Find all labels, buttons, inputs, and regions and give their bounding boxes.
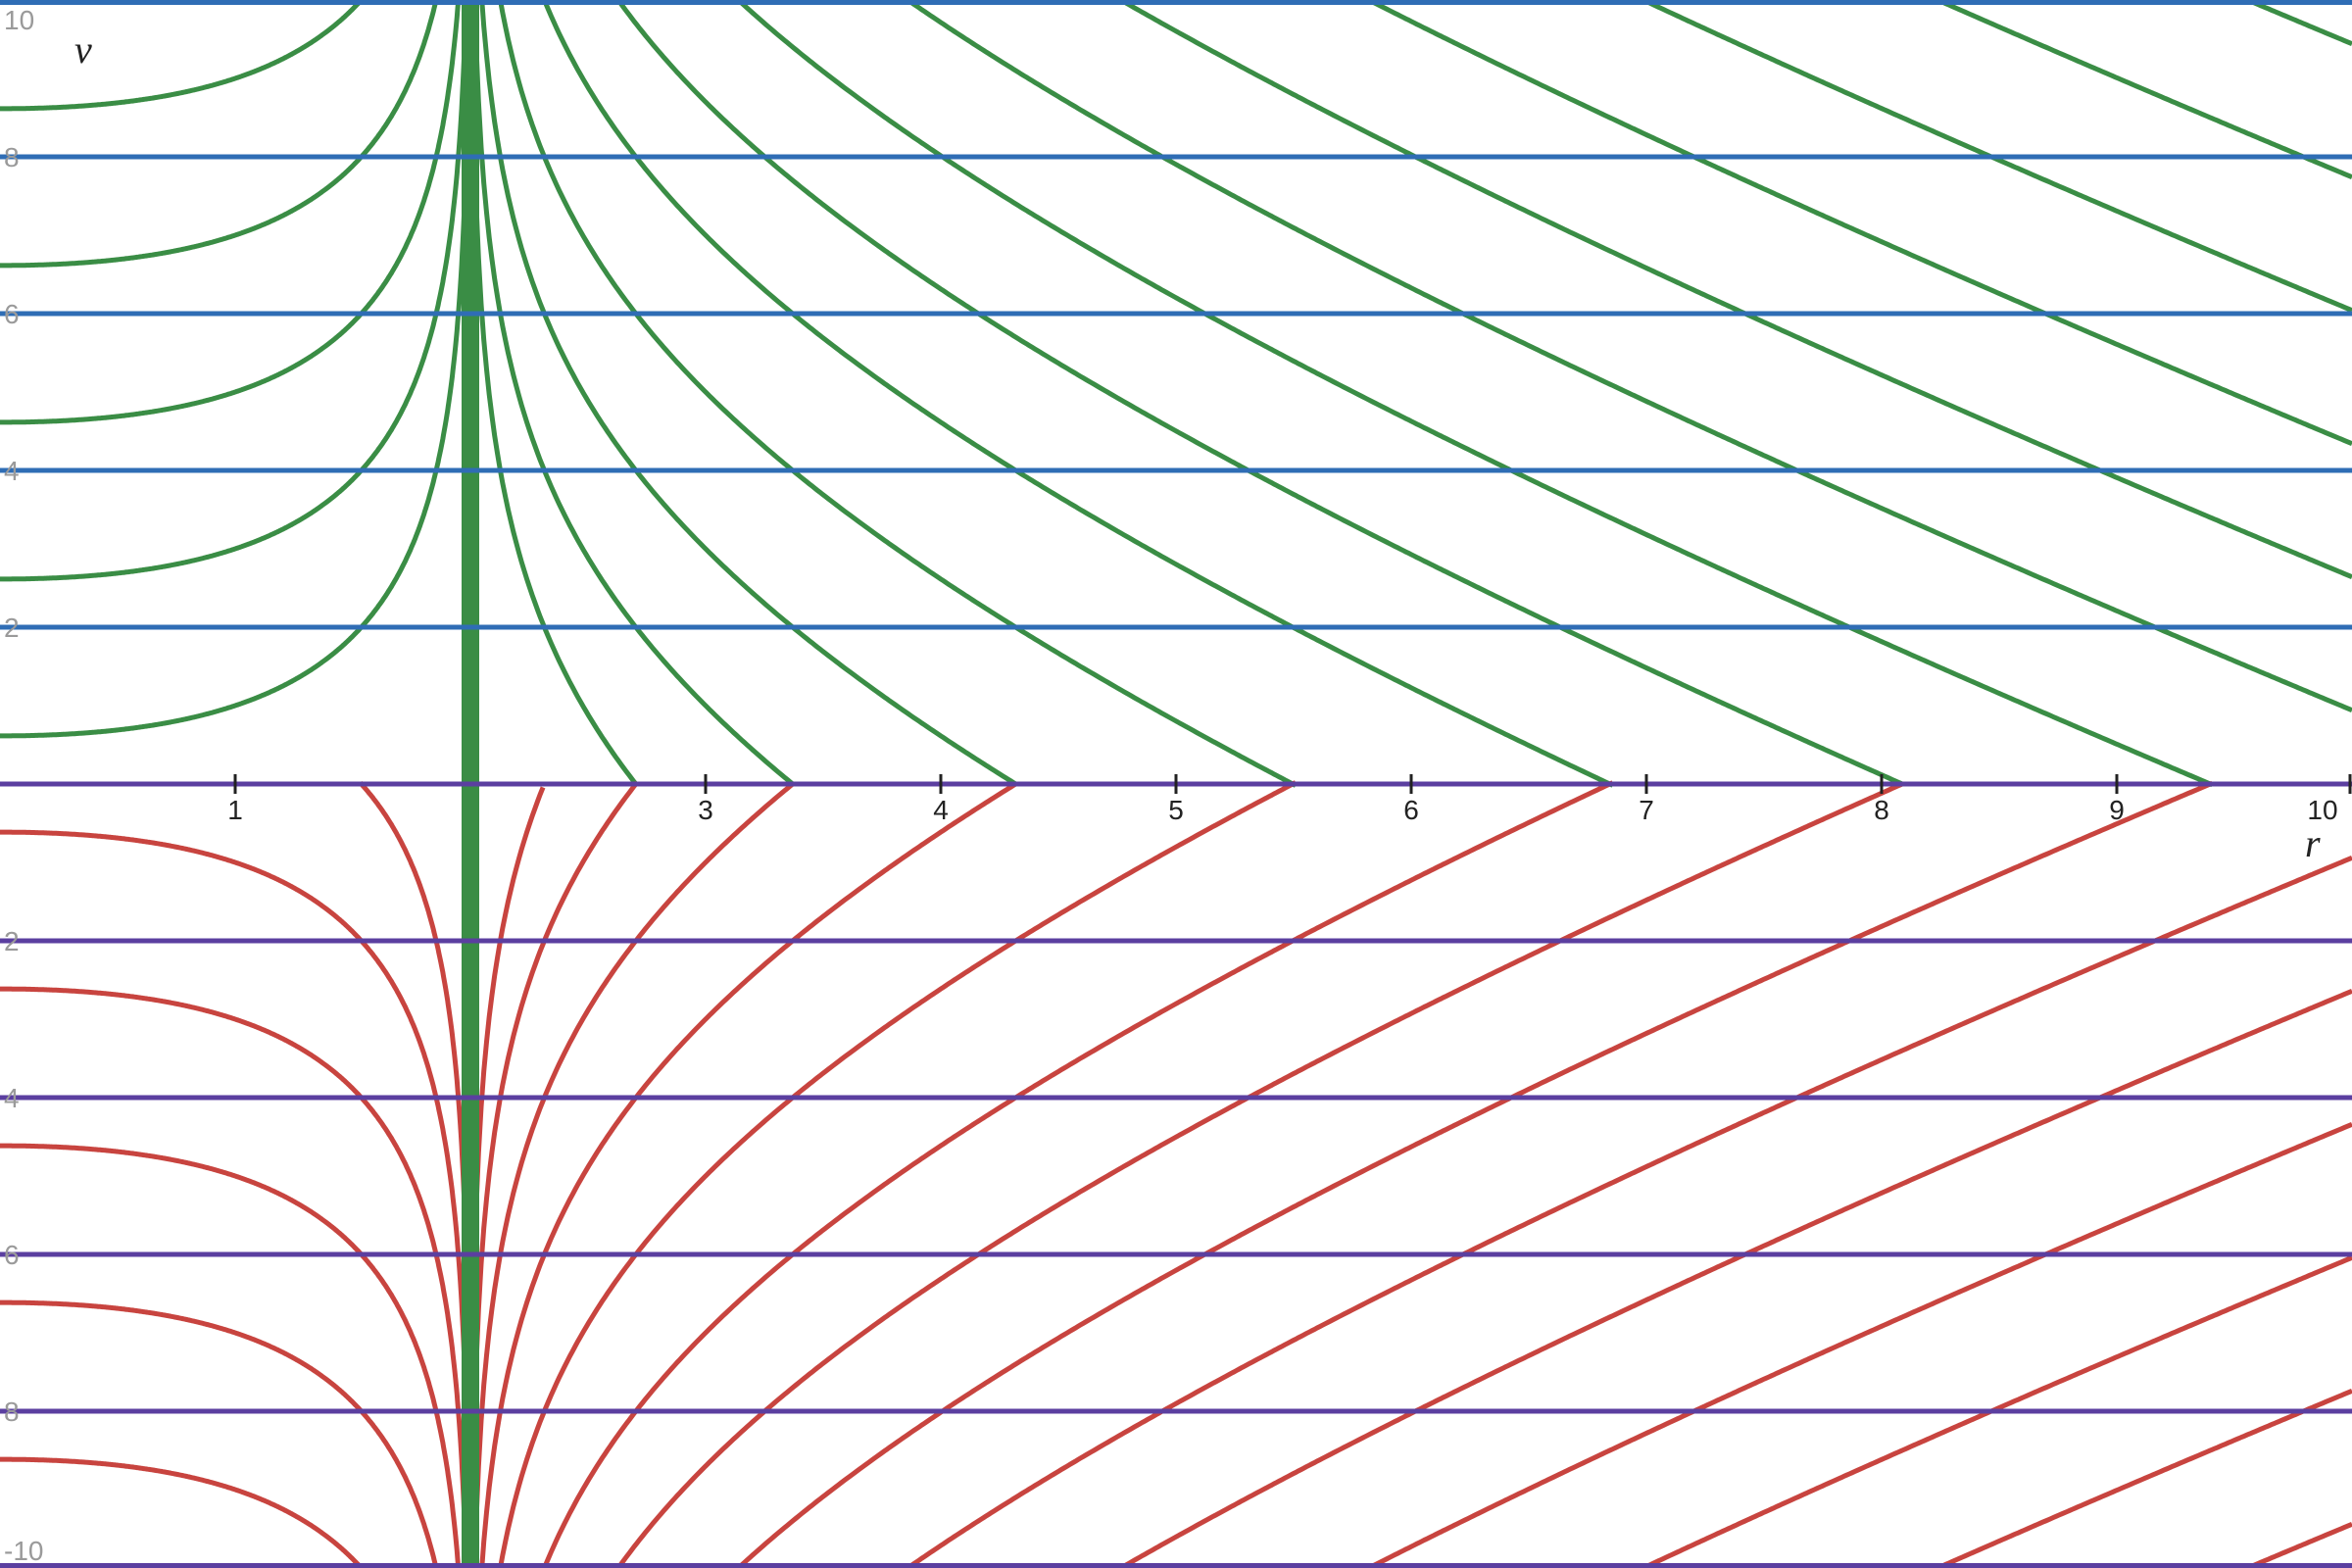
x-tick-label: 4 [933, 795, 949, 825]
x-axis-label: r [2305, 821, 2321, 865]
green-curve-2-0 [0, 0, 462, 425]
x-tick-label: 5 [1168, 795, 1184, 825]
green-curve-3-1 [473, 36, 795, 787]
red-curve-7-1 [734, 780, 2214, 1568]
green-curve-12-1 [2240, 0, 2352, 47]
red-curve-3-0 [0, 1143, 462, 1568]
green-curve-9-1 [1363, 0, 2352, 447]
red-curve-12-1 [1932, 1388, 2352, 1568]
green-curve-1-0 [0, 0, 439, 269]
x-tick-label: 3 [698, 795, 713, 825]
y-tick-label: 4 [4, 1083, 20, 1113]
y-tick-label: 6 [4, 1240, 20, 1270]
x-tick-label: 6 [1403, 795, 1419, 825]
green-curve-10-1 [1637, 0, 2352, 314]
x-tick-label: 1 [227, 795, 243, 825]
red-curve-13-1 [2240, 1521, 2352, 1568]
x-tick-label: 7 [1639, 795, 1654, 825]
y-tick-label: 4 [4, 456, 20, 486]
y-tick-label: -10 [4, 1536, 43, 1566]
green-curve-0-1 [541, 0, 1614, 788]
red-curve-1-0 [0, 829, 471, 1568]
red-curve-6-1 [614, 781, 1904, 1568]
x-tick-label: 8 [1874, 795, 1889, 825]
red-curve-2-1 [473, 781, 795, 1532]
red-curve-family [0, 780, 2352, 1568]
green-curve-6-1 [734, 0, 2214, 788]
red-curve-2-0 [0, 986, 469, 1568]
red-asymptote-band [462, 784, 479, 1568]
red-curve-11-1 [1637, 1254, 2352, 1568]
green-asymptote-band [462, 0, 479, 784]
red-curve-0-1 [470, 786, 546, 1327]
red-curve-9-1 [1115, 988, 2352, 1568]
red-curve-10-1 [1363, 1121, 2352, 1568]
red-curve-0-0 [358, 781, 472, 1542]
green-curve-5-1 [614, 0, 1904, 787]
y-tick-label: 8 [4, 142, 20, 172]
red-curve-4-1 [497, 780, 1298, 1568]
green-curve-8-1 [1115, 0, 2352, 580]
y-axis-ticks: 10 8 6 4 2 2 4 6 8 -10 [4, 5, 43, 1566]
red-curve-4-0 [0, 1299, 439, 1568]
y-tick-label: 2 [4, 612, 20, 643]
y-tick-label: 6 [4, 299, 20, 329]
y-tick-label: 2 [4, 926, 20, 956]
green-curve-1-1 [497, 0, 1298, 788]
y-tick-label: 8 [4, 1396, 20, 1427]
red-curve-3-1 [479, 781, 1018, 1568]
green-curve-2-1 [479, 0, 1018, 787]
x-tick-label: 10 [2307, 795, 2337, 825]
x-axis-ticks: 1 3 4 5 6 7 8 9 10 [227, 774, 2352, 825]
green-curve-4-0 [0, 0, 471, 739]
x-tick-label: 9 [2109, 795, 2125, 825]
green-curve-7-1 [903, 0, 2352, 713]
green-curve-family [0, 0, 2352, 788]
red-curve-5-0 [0, 1456, 366, 1568]
green-curve-3-0 [0, 0, 469, 582]
y-axis-label: v [74, 27, 92, 72]
green-curve-11-1 [1932, 0, 2352, 180]
green-curve-0-0 [0, 0, 366, 112]
red-curve-8-1 [903, 855, 2352, 1568]
red-curve-5-1 [541, 780, 1614, 1568]
y-tick-label: 10 [4, 5, 34, 35]
